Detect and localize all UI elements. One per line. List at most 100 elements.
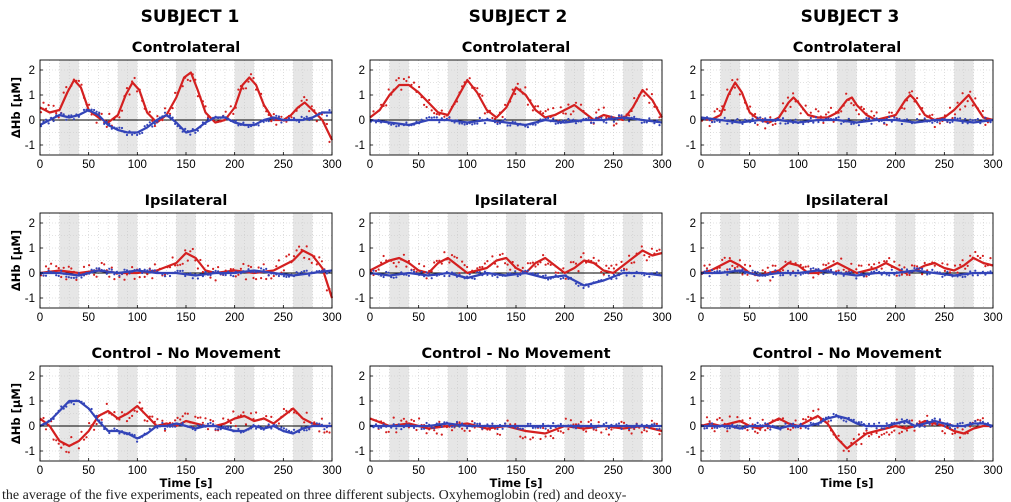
data-point: [204, 417, 207, 420]
data-point: [72, 118, 75, 121]
data-point: [870, 110, 873, 113]
data-point: [976, 418, 979, 421]
data-point: [658, 248, 661, 251]
data-point: [822, 272, 825, 276]
data-point: [875, 427, 878, 430]
data-point: [325, 272, 328, 275]
data-point: [501, 115, 504, 119]
data-point: [711, 422, 714, 425]
data-point: [156, 418, 159, 421]
data-point: [883, 121, 886, 124]
data-point: [885, 422, 888, 425]
data-point: [410, 418, 413, 421]
data-point: [847, 271, 850, 274]
data-point: [529, 422, 532, 425]
stimulus-shade: [176, 213, 196, 308]
x-tick-label: 150: [176, 312, 195, 324]
y-tick-label: -1: [686, 140, 696, 152]
data-point: [974, 420, 977, 423]
data-point: [433, 261, 436, 264]
data-point: [60, 269, 63, 272]
y-tick-label: -1: [355, 446, 365, 458]
data-point: [151, 415, 154, 418]
data-point: [542, 254, 545, 257]
data-point: [786, 96, 790, 99]
data-point: [552, 117, 555, 120]
y-tick-label: 2: [29, 371, 35, 383]
data-point: [412, 81, 416, 84]
data-point: [534, 426, 537, 429]
data-point: [607, 426, 611, 430]
data-point: [249, 412, 253, 415]
data-point: [845, 420, 848, 423]
data-point: [923, 117, 926, 120]
data-point: [617, 422, 621, 425]
data-point: [77, 447, 80, 450]
y-tick-label: 2: [359, 218, 365, 230]
data-point: [57, 442, 60, 445]
data-point: [303, 429, 306, 432]
data-point: [873, 114, 876, 117]
data-point: [974, 118, 977, 122]
data-point: [374, 269, 378, 272]
data-point: [292, 117, 296, 120]
stimulus-shade: [837, 213, 857, 308]
data-point: [857, 433, 861, 436]
data-point: [448, 116, 451, 119]
data-point: [50, 262, 53, 265]
data-point: [390, 276, 393, 279]
x-tick-label: 300: [983, 159, 1002, 171]
data-point: [298, 120, 301, 124]
data-point: [916, 118, 919, 121]
data-point: [597, 421, 600, 424]
data-point: [148, 268, 151, 271]
x-tick-label: 0: [37, 465, 43, 477]
data-point: [559, 277, 562, 280]
data-point: [751, 117, 754, 120]
data-point: [587, 285, 590, 288]
data-point: [726, 427, 729, 430]
data-point: [524, 269, 527, 272]
data-point: [478, 271, 481, 274]
data-point: [948, 426, 952, 429]
data-point: [440, 109, 443, 112]
data-point: [455, 256, 459, 259]
data-point: [461, 422, 464, 425]
data-point: [741, 273, 744, 276]
series-line: [39, 108, 332, 134]
data-point: [908, 272, 911, 275]
x-tick-label: 250: [935, 465, 954, 477]
data-point: [829, 106, 833, 109]
data-point: [430, 109, 433, 112]
x-tick-label: 150: [506, 465, 525, 477]
data-point: [55, 112, 58, 115]
data-point: [542, 112, 545, 115]
data-point: [486, 260, 489, 263]
data-point: [400, 88, 403, 91]
data-point: [633, 261, 636, 264]
data-point: [781, 269, 785, 272]
data-point: [895, 274, 898, 277]
data-point: [544, 435, 547, 438]
data-point: [628, 427, 631, 430]
data-point: [579, 256, 583, 259]
data-point: [716, 426, 719, 429]
y-tick-label: 0: [29, 421, 35, 433]
series-line: [40, 269, 333, 277]
data-point: [769, 116, 772, 119]
data-point: [531, 109, 535, 112]
data-point: [918, 425, 921, 428]
data-point: [498, 433, 502, 436]
data-point: [941, 430, 944, 433]
data-point: [65, 86, 68, 89]
data-point: [244, 87, 248, 90]
data-point: [323, 431, 326, 434]
data-point: [633, 115, 636, 118]
data-point: [483, 112, 486, 115]
data-point: [60, 275, 63, 279]
x-tick-label: 100: [128, 312, 147, 324]
data-point: [804, 426, 807, 429]
x-tick-label: 250: [274, 312, 293, 324]
